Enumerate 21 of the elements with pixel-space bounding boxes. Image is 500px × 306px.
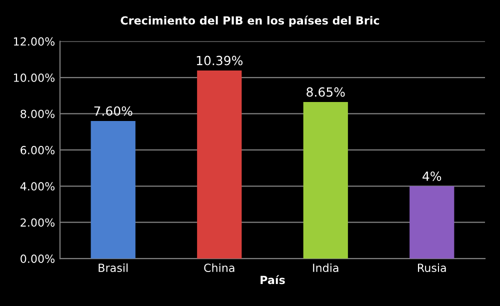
y-tick-label: 4.00% — [20, 182, 55, 191]
x-tick-label: China — [204, 263, 234, 272]
data-label: 4% — [422, 171, 442, 181]
bar — [410, 186, 454, 259]
y-tick-label: 12.00% — [14, 37, 55, 46]
x-tick-label: India — [313, 263, 338, 272]
x-tick-label: Brasil — [98, 263, 128, 272]
y-tick-label: 2.00% — [20, 218, 55, 227]
y-tick-label: 8.00% — [20, 110, 55, 118]
data-label: 8.65% — [306, 87, 345, 97]
bar — [90, 120, 136, 259]
data-label: 10.39% — [196, 56, 243, 66]
bar — [303, 102, 348, 259]
y-tick-label: 6.00% — [20, 146, 55, 154]
chart-title: Crecimiento del PIB en los países del Bric — [120, 16, 380, 27]
data-label: 7.60% — [94, 106, 132, 116]
x-axis-title: País — [260, 275, 285, 284]
x-tick-label: Rusia — [418, 263, 446, 272]
y-tick-label: 0.00% — [20, 254, 55, 263]
y-tick-label: 10.00% — [14, 73, 55, 82]
bar — [197, 70, 242, 259]
